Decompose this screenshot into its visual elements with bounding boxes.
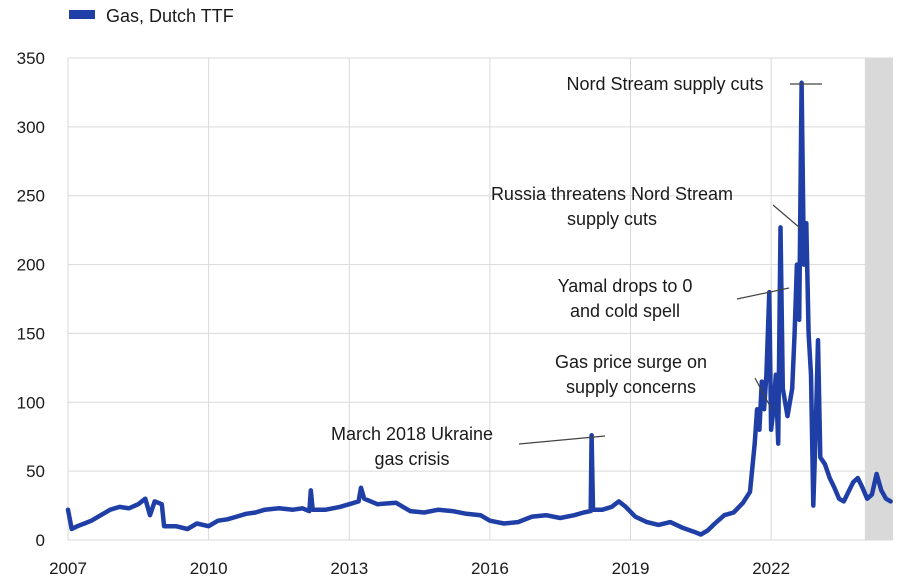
x-tick-label-2016: 2016: [471, 559, 509, 578]
annotation-leader-line: [754, 377, 773, 411]
annotation-text: gas crisis: [374, 449, 449, 469]
annotation-text: March 2018 Ukraine: [331, 424, 493, 444]
y-tick-label-150: 150: [17, 324, 45, 343]
annotation-text: supply cuts: [567, 209, 657, 229]
y-tick-label-250: 250: [17, 187, 45, 206]
y-tick-label-50: 50: [26, 462, 45, 481]
legend: Gas, Dutch TTF: [69, 6, 234, 26]
annotation-leader-line: [772, 204, 801, 229]
y-axis-ticks: 0 50 100 150 200 250 300 350: [17, 49, 45, 550]
annotation-1: Russia threatens Nord Stream supply cuts: [491, 184, 801, 229]
x-tick-label-2019: 2019: [612, 559, 650, 578]
annotation-leader-line: [518, 435, 606, 445]
annotations: Nord Stream supply cuts Russia threatens …: [331, 74, 822, 469]
annotation-text: and cold spell: [570, 301, 680, 321]
y-tick-label-0: 0: [36, 531, 45, 550]
legend-swatch: [69, 10, 95, 19]
x-tick-label-2010: 2010: [190, 559, 228, 578]
annotation-3: Gas price surge on supply concerns: [555, 352, 773, 411]
annotation-text: Nord Stream supply cuts: [566, 74, 763, 94]
y-tick-label-200: 200: [17, 256, 45, 275]
annotation-text: Yamal drops to 0: [558, 276, 693, 296]
forecast-shaded-region: [864, 58, 893, 540]
y-tick-label-300: 300: [17, 118, 45, 137]
y-tick-label-350: 350: [17, 49, 45, 68]
annotation-0: Nord Stream supply cuts: [566, 74, 822, 94]
annotation-text: supply concerns: [566, 377, 696, 397]
x-tick-label-2022: 2022: [752, 559, 790, 578]
x-tick-label-2007: 2007: [49, 559, 87, 578]
series-line-gas-dutch-ttf: [65, 80, 893, 537]
legend-label: Gas, Dutch TTF: [106, 6, 234, 26]
y-tick-label-100: 100: [17, 393, 45, 412]
x-axis-ticks: 2007 2010 2013 2016 2019 2022: [49, 559, 790, 578]
annotation-text: Russia threatens Nord Stream: [491, 184, 733, 204]
x-tick-label-2013: 2013: [330, 559, 368, 578]
annotation-text: Gas price surge on: [555, 352, 707, 372]
annotation-4: March 2018 Ukraine gas crisis: [331, 424, 606, 469]
horizontal-gridlines: [68, 57, 893, 541]
annotation-2: Yamal drops to 0 and cold spell: [558, 276, 790, 321]
annotation-leader-line: [736, 287, 790, 300]
